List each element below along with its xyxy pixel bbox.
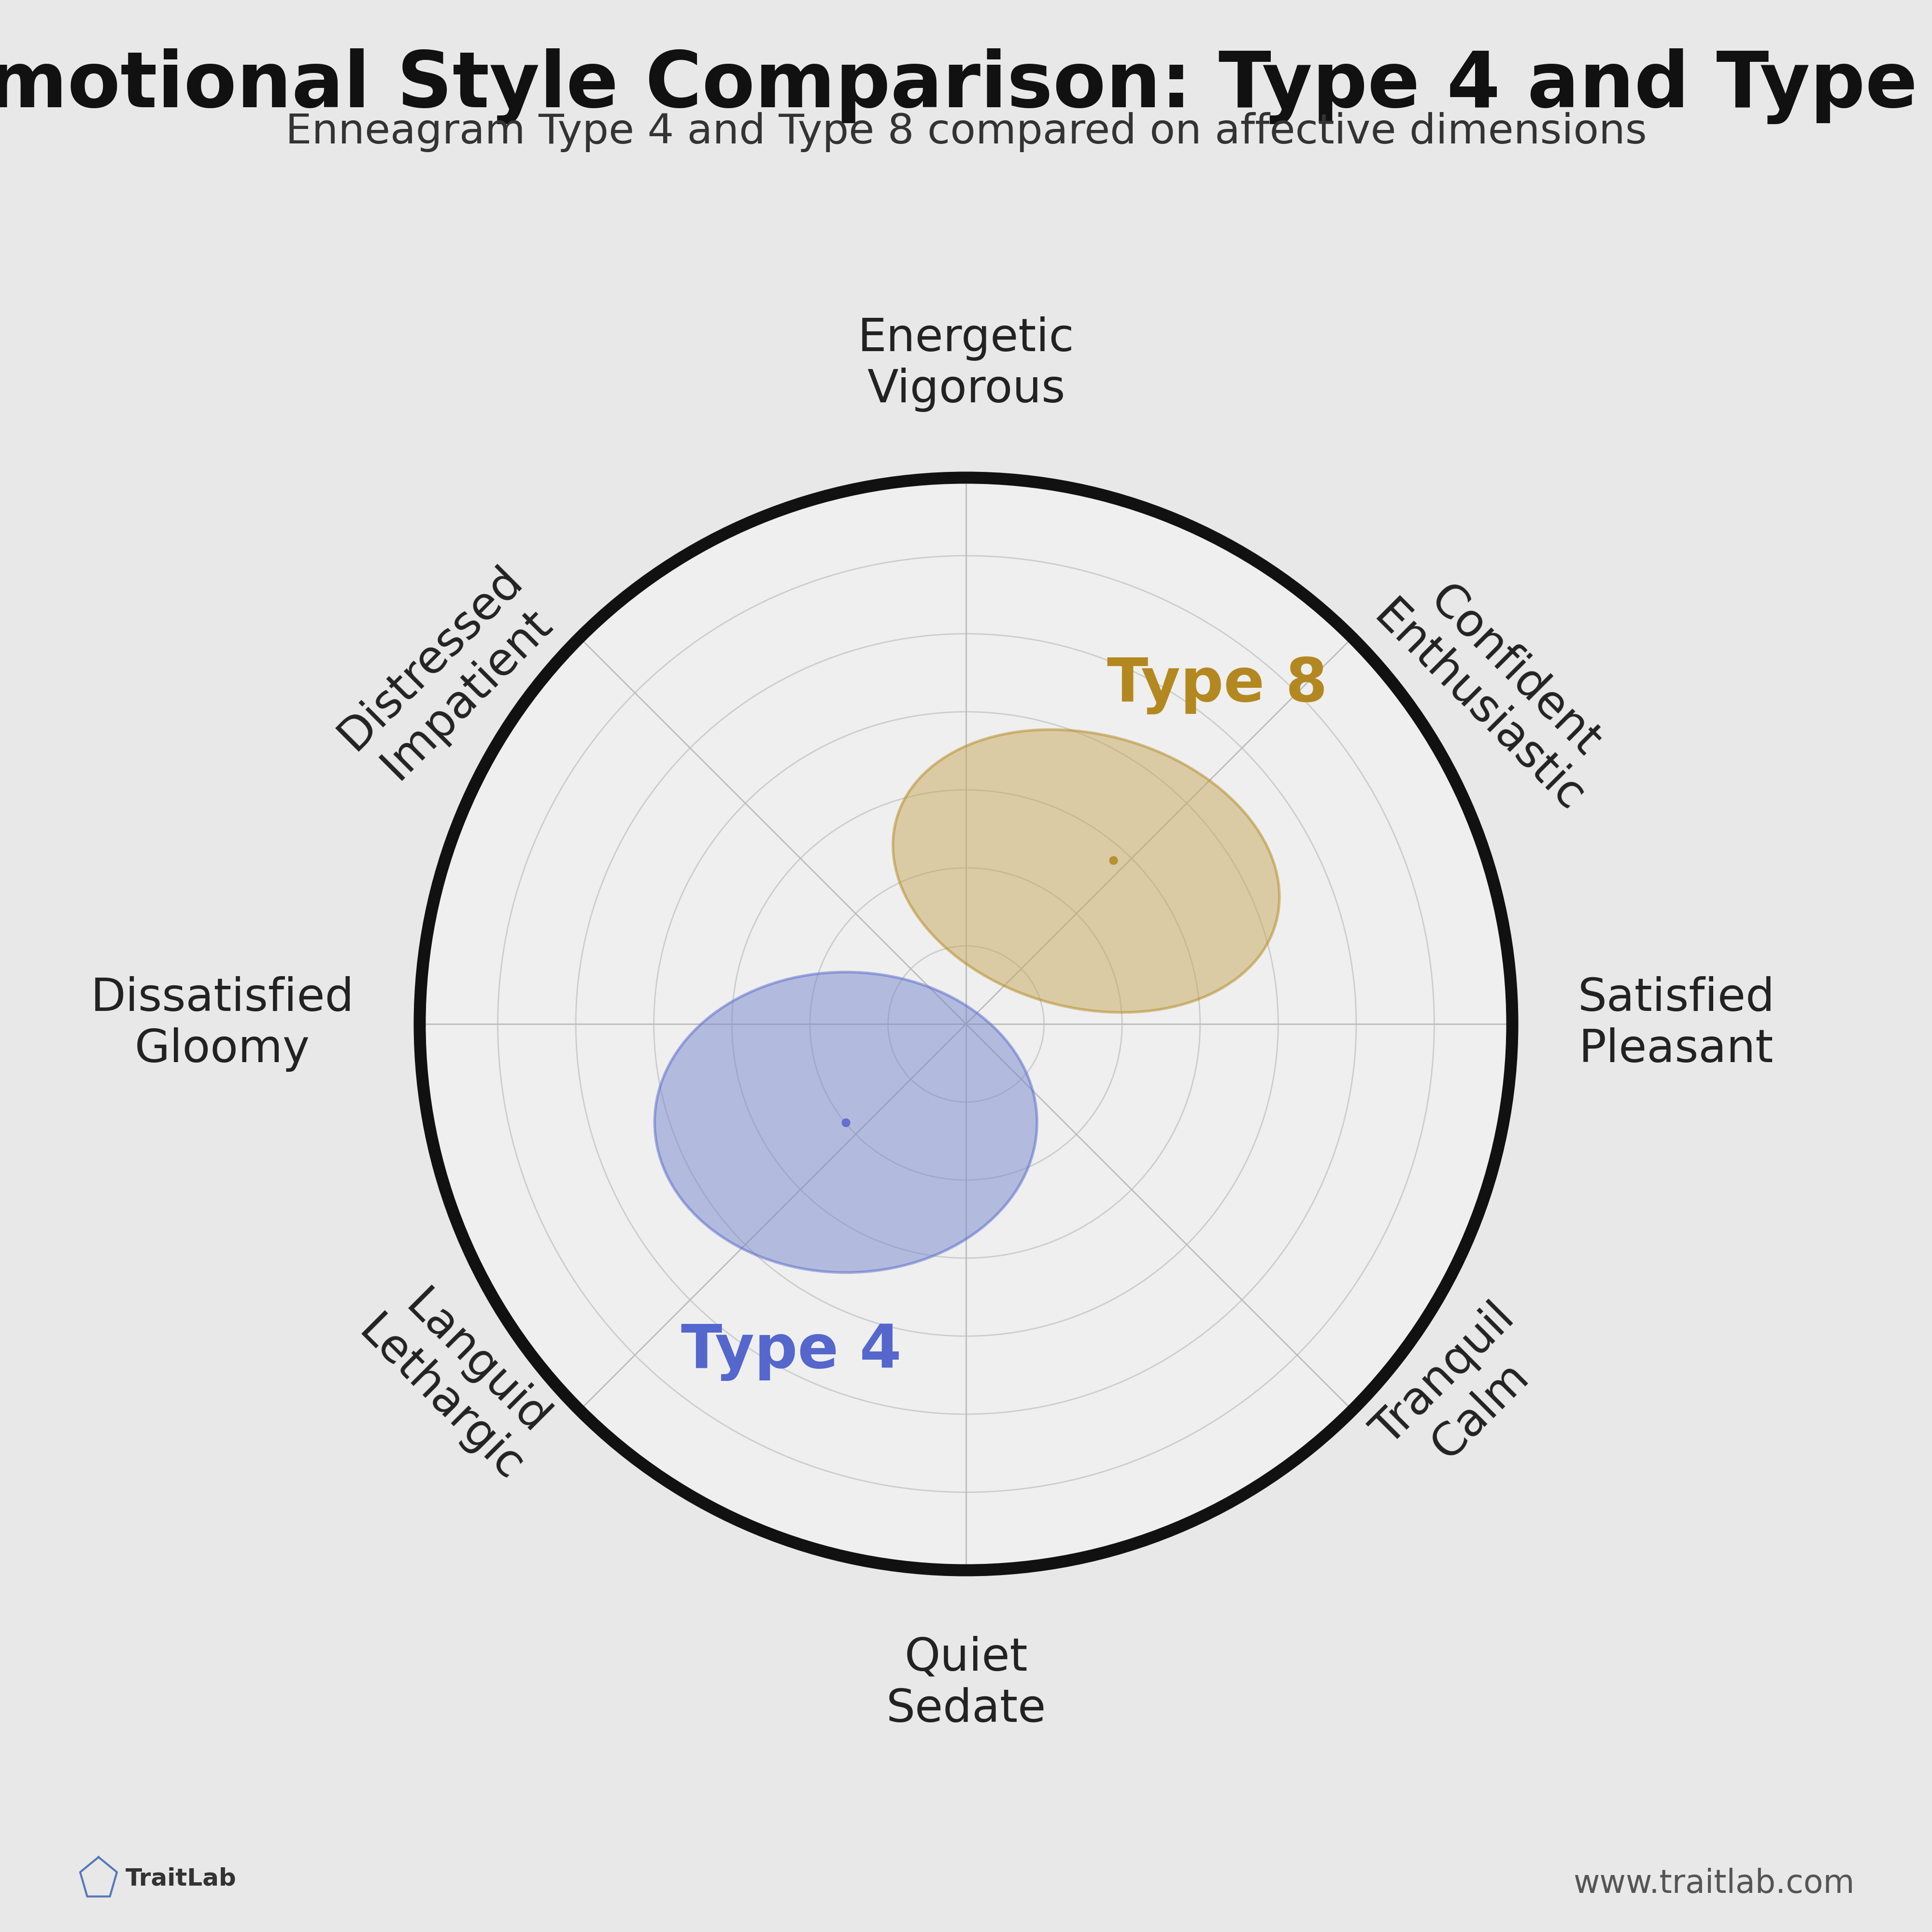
Text: Confident
Enthusiastic: Confident Enthusiastic — [1364, 558, 1629, 821]
Text: Emotional Style Comparison: Type 4 and Type 8: Emotional Style Comparison: Type 4 and T… — [0, 48, 1932, 124]
Text: Type 4: Type 4 — [680, 1323, 902, 1381]
Text: Type 8: Type 8 — [1107, 657, 1327, 715]
Text: Tranquil
Calm: Tranquil Calm — [1364, 1294, 1559, 1490]
Ellipse shape — [893, 730, 1279, 1012]
Ellipse shape — [655, 972, 1037, 1273]
Text: Quiet
Sedate: Quiet Sedate — [887, 1636, 1045, 1731]
Text: Dissatisfied
Gloomy: Dissatisfied Gloomy — [91, 976, 354, 1072]
Text: Satisfied
Pleasant: Satisfied Pleasant — [1578, 976, 1776, 1072]
Text: Languid
Lethargic: Languid Lethargic — [350, 1273, 568, 1490]
Text: www.traitlab.com: www.traitlab.com — [1573, 1868, 1855, 1899]
Text: Enneagram Type 4 and Type 8 compared on affective dimensions: Enneagram Type 4 and Type 8 compared on … — [286, 112, 1646, 153]
Circle shape — [419, 477, 1513, 1571]
Text: TraitLab: TraitLab — [126, 1866, 236, 1889]
Text: Energetic
Vigorous: Energetic Vigorous — [858, 317, 1074, 412]
Text: Distressed
Impatient: Distressed Impatient — [330, 558, 568, 794]
